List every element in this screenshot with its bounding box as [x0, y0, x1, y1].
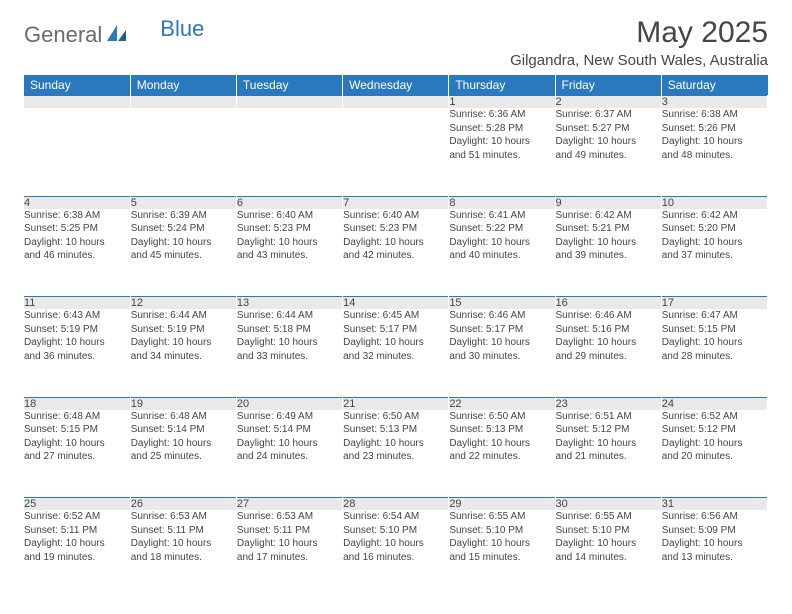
- day-cell: Sunrise: 6:52 AMSunset: 5:11 PMDaylight:…: [24, 510, 130, 598]
- location: Gilgandra, New South Wales, Australia: [510, 52, 768, 69]
- day-number: 11: [24, 297, 130, 310]
- day-number: 4: [24, 196, 130, 209]
- day-cell: [24, 108, 130, 196]
- logo-text-general: General: [24, 22, 102, 48]
- day-cell: Sunrise: 6:54 AMSunset: 5:10 PMDaylight:…: [343, 510, 449, 598]
- day-number: 14: [343, 297, 449, 310]
- day-cell: Sunrise: 6:48 AMSunset: 5:14 PMDaylight:…: [130, 410, 236, 498]
- calendar-table: SundayMondayTuesdayWednesdayThursdayFrid…: [24, 75, 768, 598]
- logo-sail-icon: [106, 24, 128, 47]
- day-cell: Sunrise: 6:50 AMSunset: 5:13 PMDaylight:…: [343, 410, 449, 498]
- header: General Blue May 2025 Gilgandra, New Sou…: [24, 16, 768, 69]
- weekday-header: Tuesday: [236, 75, 342, 96]
- day-number: 12: [130, 297, 236, 310]
- day-number: 19: [130, 397, 236, 410]
- day-number: 9: [555, 196, 661, 209]
- day-body-row: Sunrise: 6:36 AMSunset: 5:28 PMDaylight:…: [24, 108, 768, 196]
- weekday-header: Friday: [555, 75, 661, 96]
- day-number: 23: [555, 397, 661, 410]
- day-cell: Sunrise: 6:45 AMSunset: 5:17 PMDaylight:…: [343, 309, 449, 397]
- day-number: 28: [343, 498, 449, 511]
- day-cell: Sunrise: 6:52 AMSunset: 5:12 PMDaylight:…: [661, 410, 767, 498]
- day-cell: Sunrise: 6:41 AMSunset: 5:22 PMDaylight:…: [449, 209, 555, 297]
- day-cell: Sunrise: 6:55 AMSunset: 5:10 PMDaylight:…: [449, 510, 555, 598]
- day-cell: Sunrise: 6:53 AMSunset: 5:11 PMDaylight:…: [130, 510, 236, 598]
- day-number: 29: [449, 498, 555, 511]
- month-title: May 2025: [510, 16, 768, 50]
- day-cell: Sunrise: 6:44 AMSunset: 5:19 PMDaylight:…: [130, 309, 236, 397]
- day-cell: Sunrise: 6:38 AMSunset: 5:25 PMDaylight:…: [24, 209, 130, 297]
- weekday-header: Saturday: [661, 75, 767, 96]
- day-cell: Sunrise: 6:56 AMSunset: 5:09 PMDaylight:…: [661, 510, 767, 598]
- day-cell: Sunrise: 6:44 AMSunset: 5:18 PMDaylight:…: [236, 309, 342, 397]
- day-number: 27: [236, 498, 342, 511]
- day-number: 21: [343, 397, 449, 410]
- day-body-row: Sunrise: 6:52 AMSunset: 5:11 PMDaylight:…: [24, 510, 768, 598]
- day-number: [343, 96, 449, 109]
- day-cell: Sunrise: 6:50 AMSunset: 5:13 PMDaylight:…: [449, 410, 555, 498]
- day-number: 18: [24, 397, 130, 410]
- day-number: 6: [236, 196, 342, 209]
- day-number: [130, 96, 236, 109]
- day-number: 26: [130, 498, 236, 511]
- day-number: 30: [555, 498, 661, 511]
- day-number-row: 45678910: [24, 196, 768, 209]
- logo-text-blue: Blue: [160, 16, 204, 42]
- day-cell: Sunrise: 6:53 AMSunset: 5:11 PMDaylight:…: [236, 510, 342, 598]
- day-number: 2: [555, 96, 661, 109]
- title-block: May 2025 Gilgandra, New South Wales, Aus…: [510, 16, 768, 69]
- weekday-header: Thursday: [449, 75, 555, 96]
- weekday-header-row: SundayMondayTuesdayWednesdayThursdayFrid…: [24, 75, 768, 96]
- day-cell: Sunrise: 6:39 AMSunset: 5:24 PMDaylight:…: [130, 209, 236, 297]
- day-cell: Sunrise: 6:55 AMSunset: 5:10 PMDaylight:…: [555, 510, 661, 598]
- day-number-row: 18192021222324: [24, 397, 768, 410]
- day-number: 24: [661, 397, 767, 410]
- day-cell: Sunrise: 6:42 AMSunset: 5:21 PMDaylight:…: [555, 209, 661, 297]
- day-cell: Sunrise: 6:36 AMSunset: 5:28 PMDaylight:…: [449, 108, 555, 196]
- day-number: [24, 96, 130, 109]
- day-number: 10: [661, 196, 767, 209]
- day-cell: Sunrise: 6:42 AMSunset: 5:20 PMDaylight:…: [661, 209, 767, 297]
- calendar-page: General Blue May 2025 Gilgandra, New Sou…: [0, 0, 792, 614]
- day-cell: Sunrise: 6:46 AMSunset: 5:16 PMDaylight:…: [555, 309, 661, 397]
- day-cell: Sunrise: 6:40 AMSunset: 5:23 PMDaylight:…: [343, 209, 449, 297]
- day-number: 17: [661, 297, 767, 310]
- day-cell: Sunrise: 6:49 AMSunset: 5:14 PMDaylight:…: [236, 410, 342, 498]
- day-number: 31: [661, 498, 767, 511]
- day-number: 20: [236, 397, 342, 410]
- day-number: 5: [130, 196, 236, 209]
- day-number: 16: [555, 297, 661, 310]
- day-cell: Sunrise: 6:37 AMSunset: 5:27 PMDaylight:…: [555, 108, 661, 196]
- day-number: 25: [24, 498, 130, 511]
- day-cell: [236, 108, 342, 196]
- day-number: 8: [449, 196, 555, 209]
- day-body-row: Sunrise: 6:43 AMSunset: 5:19 PMDaylight:…: [24, 309, 768, 397]
- day-number-row: 11121314151617: [24, 297, 768, 310]
- logo: General Blue: [24, 22, 204, 48]
- day-cell: Sunrise: 6:51 AMSunset: 5:12 PMDaylight:…: [555, 410, 661, 498]
- day-number: 22: [449, 397, 555, 410]
- day-cell: Sunrise: 6:48 AMSunset: 5:15 PMDaylight:…: [24, 410, 130, 498]
- day-cell: Sunrise: 6:46 AMSunset: 5:17 PMDaylight:…: [449, 309, 555, 397]
- day-number-row: 25262728293031: [24, 498, 768, 511]
- day-cell: Sunrise: 6:43 AMSunset: 5:19 PMDaylight:…: [24, 309, 130, 397]
- day-number: 3: [661, 96, 767, 109]
- day-cell: [343, 108, 449, 196]
- weekday-header: Monday: [130, 75, 236, 96]
- day-cell: Sunrise: 6:38 AMSunset: 5:26 PMDaylight:…: [661, 108, 767, 196]
- weekday-header: Wednesday: [343, 75, 449, 96]
- day-cell: Sunrise: 6:47 AMSunset: 5:15 PMDaylight:…: [661, 309, 767, 397]
- day-body-row: Sunrise: 6:38 AMSunset: 5:25 PMDaylight:…: [24, 209, 768, 297]
- day-number-row: 123: [24, 96, 768, 109]
- weekday-header: Sunday: [24, 75, 130, 96]
- day-number: 13: [236, 297, 342, 310]
- day-number: 7: [343, 196, 449, 209]
- day-body-row: Sunrise: 6:48 AMSunset: 5:15 PMDaylight:…: [24, 410, 768, 498]
- day-number: 15: [449, 297, 555, 310]
- day-cell: Sunrise: 6:40 AMSunset: 5:23 PMDaylight:…: [236, 209, 342, 297]
- day-number: [236, 96, 342, 109]
- day-number: 1: [449, 96, 555, 109]
- day-cell: [130, 108, 236, 196]
